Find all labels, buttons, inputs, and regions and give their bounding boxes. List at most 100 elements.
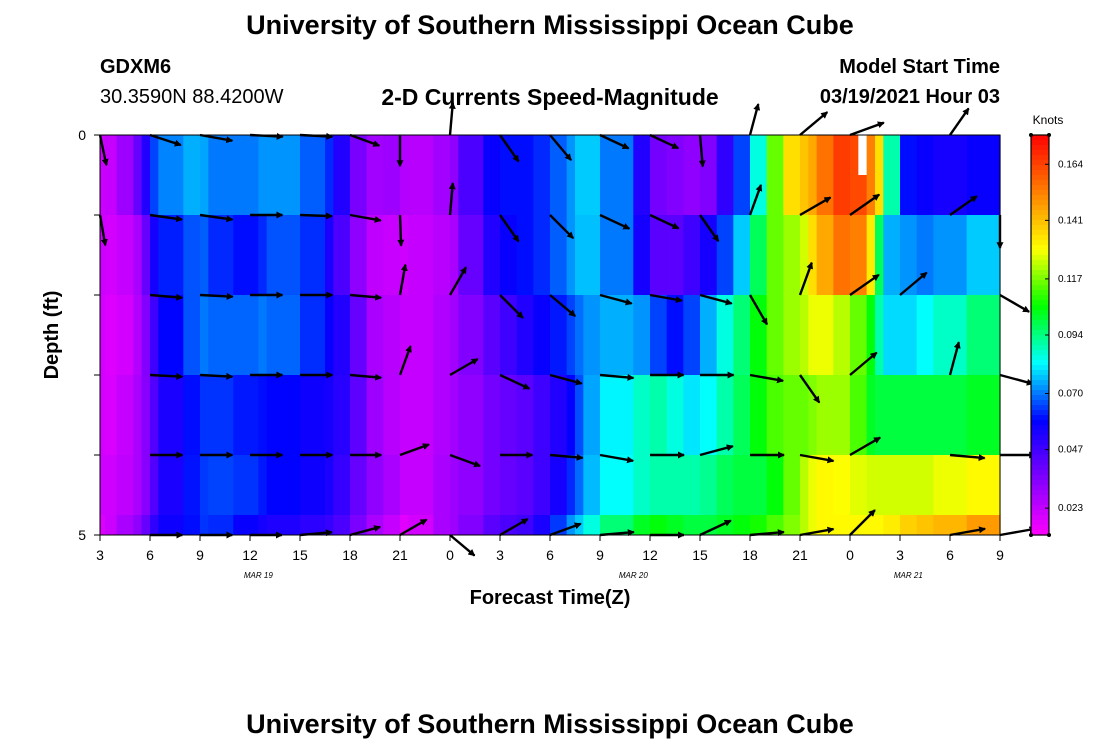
heat-cell (808, 135, 818, 215)
heat-cell (933, 295, 968, 375)
colorbar-band (1031, 240, 1049, 246)
heat-cell (633, 295, 651, 375)
colorbar-band (1031, 320, 1049, 326)
x-tick-label: 6 (146, 547, 154, 563)
heat-cell (866, 515, 876, 535)
colorbar-band (1031, 465, 1049, 471)
colorbar-band (1031, 350, 1049, 356)
current-vector (849, 351, 878, 376)
current-vector (599, 213, 631, 230)
heat-cell (233, 515, 259, 535)
heat-cell (875, 295, 884, 375)
current-vector (399, 518, 428, 537)
heat-cell (366, 215, 384, 295)
heat-cell (366, 375, 384, 455)
heat-cell (208, 135, 234, 215)
heat-cell (966, 375, 1001, 455)
x-tick-label: 18 (742, 547, 758, 563)
heat-cell (325, 515, 334, 535)
current-vector (397, 214, 405, 247)
heat-cell (600, 215, 634, 295)
colorbar-band (1031, 515, 1049, 521)
colorbar-band (1031, 270, 1049, 276)
heat-cell (716, 135, 734, 215)
heat-cell (900, 375, 918, 455)
page-title: University of Southern Mississippi Ocean… (246, 10, 854, 40)
x-tick-label: 21 (392, 547, 408, 563)
heat-cell (575, 215, 584, 295)
heat-cell (875, 455, 884, 535)
current-vector (799, 526, 835, 537)
heat-cell (833, 515, 851, 535)
heat-cell (133, 375, 143, 455)
colorbar-band (1031, 410, 1049, 416)
current-vector (349, 525, 382, 537)
heat-cell (650, 215, 668, 295)
heat-cell (400, 455, 409, 535)
colorbar-band (1031, 390, 1049, 396)
heat-cell (933, 515, 968, 535)
heat-cell (383, 295, 401, 375)
colorbar-corner (1029, 533, 1033, 537)
heat-cell (500, 515, 518, 535)
heat-cell (183, 215, 201, 295)
current-vector (149, 372, 184, 380)
colorbar-band (1031, 185, 1049, 191)
colorbar-band (1031, 335, 1049, 341)
colorbar-band (1031, 220, 1049, 226)
heat-cell (500, 375, 518, 455)
x-tick-label: 6 (946, 547, 954, 563)
current-vector (649, 213, 680, 230)
heat-cell (500, 295, 518, 375)
heat-cell (883, 215, 901, 295)
x-tick-label: 9 (996, 547, 1004, 563)
heat-cell (183, 295, 201, 375)
heat-cell (533, 375, 551, 455)
heat-cell (750, 295, 768, 375)
date-label: MAR 19 (244, 571, 273, 580)
current-vector (499, 294, 524, 319)
colorbar-band (1031, 340, 1049, 346)
colorbar-band (1031, 235, 1049, 241)
heat-cell (533, 135, 551, 215)
current-vector (499, 373, 531, 390)
heat-cell (883, 295, 901, 375)
heat-cell (916, 515, 934, 535)
heat-cell (650, 515, 668, 535)
heat-cell (783, 135, 801, 215)
colorbar-band (1031, 500, 1049, 506)
colorbar-band (1031, 295, 1049, 301)
heat-cell (158, 515, 184, 535)
heat-cell (633, 375, 651, 455)
colorbar-band (1031, 470, 1049, 476)
heat-cell (450, 215, 459, 295)
x-tick-label: 9 (196, 547, 204, 563)
heat-cell (300, 515, 326, 535)
current-vector (549, 453, 584, 461)
heat-cell (483, 375, 501, 455)
heat-cell (105, 215, 118, 295)
axes: 3 6 9 12 15 18 21 0 3 6 9 12 15 18 21 0 3 6 9 MAR 19 MAR 20 M… (78, 127, 1004, 580)
heat-cell (483, 515, 501, 535)
colorbar-band (1031, 170, 1049, 176)
heat-cell (100, 295, 106, 375)
heat-cell (875, 515, 884, 535)
heat-cell (258, 455, 268, 535)
heat-cell (808, 295, 818, 375)
heat-cell (966, 135, 1001, 215)
heat-cell (816, 375, 834, 455)
colorbar-corner (1047, 533, 1051, 537)
heat-cell (750, 375, 768, 455)
heat-cell (458, 215, 484, 295)
heat-cell (600, 135, 634, 215)
colorbar-band (1031, 195, 1049, 201)
heat-cell (916, 135, 934, 215)
heat-cell (566, 295, 576, 375)
colorbar-tick-label: 0.164 (1058, 159, 1083, 170)
current-vector (448, 182, 456, 216)
heat-cell (150, 215, 159, 295)
colorbar-band (1031, 490, 1049, 496)
current-vector (699, 293, 733, 306)
colorbar-band (1031, 305, 1049, 311)
colorbar-band (1031, 285, 1049, 291)
